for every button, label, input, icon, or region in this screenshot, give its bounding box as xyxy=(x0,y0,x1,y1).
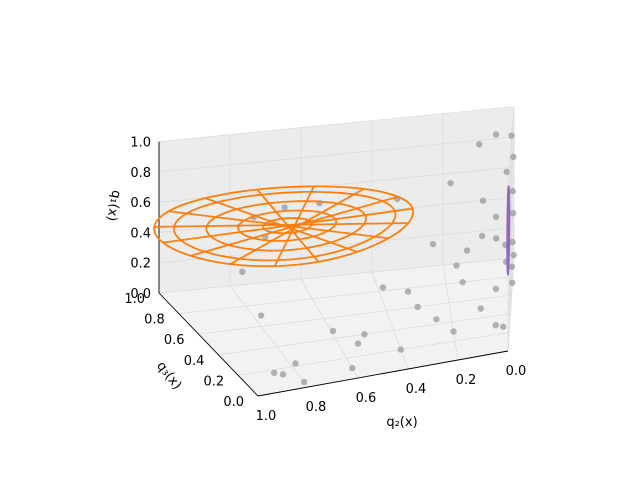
x-tick-label: 0.6 xyxy=(356,391,377,406)
scatter-point xyxy=(239,268,246,276)
scatter-point xyxy=(279,371,287,378)
scatter-point xyxy=(510,153,517,161)
scatter-point xyxy=(463,247,471,254)
scatter-point xyxy=(459,278,466,286)
scatter-point xyxy=(508,132,515,139)
grid-line xyxy=(158,166,515,203)
orange-spoke xyxy=(204,197,358,253)
floor-pane xyxy=(159,258,514,396)
grid-line xyxy=(371,271,409,370)
y-tick-label: 1.0 xyxy=(124,292,145,307)
scatter-point xyxy=(450,328,457,335)
scatter-point xyxy=(510,251,517,259)
scatter-point xyxy=(477,305,484,312)
scatter-point xyxy=(453,262,460,269)
scatter-points xyxy=(239,131,517,386)
purple-ring xyxy=(506,185,511,277)
y-axis-label: q₃(x) xyxy=(153,359,184,393)
scatter-point xyxy=(508,263,516,270)
z-tick-label: 0.0 xyxy=(130,287,151,302)
tick-labels: 0.00.20.40.60.81.00.00.20.40.60.81.00.00… xyxy=(124,136,526,424)
scatter-point xyxy=(509,238,516,246)
x-tick-label: 0.2 xyxy=(456,373,477,388)
x-axis-label: q₂(x) xyxy=(386,415,417,430)
z-tick-label: 0.6 xyxy=(130,196,151,211)
y-axis-line xyxy=(158,292,259,397)
x-tick-label: 0.4 xyxy=(406,382,427,397)
orange-spoke xyxy=(256,188,320,263)
curve-layer xyxy=(153,185,511,277)
y-tick-label: 0.4 xyxy=(184,354,205,369)
scatter-point xyxy=(492,131,500,138)
grid-line xyxy=(300,278,359,379)
y-tick-label: 0.2 xyxy=(204,374,225,389)
scatter-point xyxy=(447,179,454,187)
grid-line xyxy=(229,285,309,388)
axis-panes xyxy=(159,106,514,396)
x-tick-label: 0.8 xyxy=(306,400,327,415)
z-tick-label: 0.2 xyxy=(130,257,151,272)
grid-line xyxy=(238,332,510,376)
z-tick-label: 0.4 xyxy=(130,226,151,241)
scatter-point xyxy=(492,213,500,221)
grid-lines xyxy=(158,106,515,397)
grid-line xyxy=(507,106,515,180)
scatter-point xyxy=(361,331,368,338)
scatter-point xyxy=(300,378,308,386)
grid-line xyxy=(442,264,459,361)
scatter-point xyxy=(349,364,356,372)
orange-spoke xyxy=(190,195,399,257)
scatter-point xyxy=(492,285,500,293)
scatter-point xyxy=(429,240,437,248)
scatter-point xyxy=(509,187,516,195)
back-pane xyxy=(159,106,514,293)
y-tick-label: 0.0 xyxy=(223,395,244,410)
scatter-point xyxy=(503,168,510,176)
grid-line xyxy=(158,106,515,143)
scatter-point xyxy=(414,303,421,311)
scatter-point xyxy=(404,288,412,295)
x-tick-label: 0.0 xyxy=(506,364,527,379)
scatter-point xyxy=(329,327,337,335)
scatter-point xyxy=(281,204,288,211)
y-tick-label: 0.8 xyxy=(144,313,165,328)
scatter-point xyxy=(257,312,265,319)
grid-line xyxy=(178,276,513,314)
scatter-point xyxy=(478,232,486,240)
scatter-point xyxy=(509,210,517,217)
scatter-point xyxy=(292,360,299,367)
scatter-point xyxy=(270,369,278,377)
scatter-point xyxy=(509,279,516,286)
z-axis-label: q₁(x) xyxy=(103,189,123,222)
scatter-point xyxy=(492,235,500,242)
scatter-point xyxy=(379,284,387,291)
scatter-point xyxy=(433,316,440,323)
x-axis-line xyxy=(257,350,509,397)
scatter-point xyxy=(475,141,483,148)
x-tick-label: 1.0 xyxy=(256,409,277,424)
y-tick-label: 0.6 xyxy=(164,333,185,348)
grid-line xyxy=(198,294,512,335)
scatter-point xyxy=(492,322,499,329)
z-tick-label: 0.8 xyxy=(130,166,151,181)
scatter-point xyxy=(354,340,362,347)
grid-line xyxy=(158,136,515,173)
z-tick-label: 1.0 xyxy=(130,136,151,151)
orange-spoke xyxy=(229,188,365,265)
scatter-point xyxy=(397,346,404,353)
scatter-point xyxy=(479,197,487,204)
scatter-point xyxy=(499,323,507,330)
